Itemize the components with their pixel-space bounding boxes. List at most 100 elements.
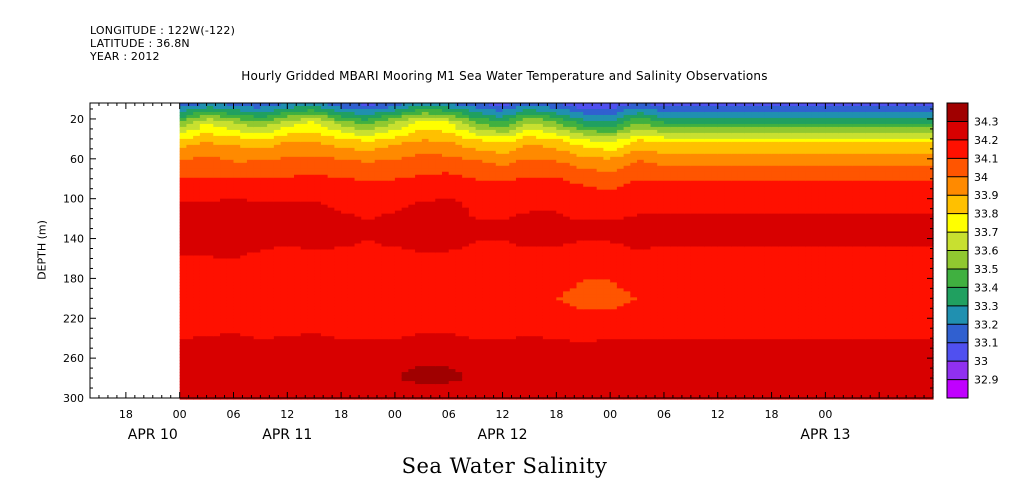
salinity-cell <box>415 114 423 119</box>
salinity-cell <box>246 276 255 280</box>
salinity-cell <box>475 234 483 239</box>
salinity-cell <box>515 150 524 155</box>
salinity-cell <box>280 207 288 212</box>
salinity-cell <box>246 297 255 301</box>
salinity-cell <box>220 240 228 245</box>
salinity-cell <box>509 219 517 224</box>
salinity-cell <box>489 129 497 134</box>
salinity-cell <box>394 183 403 188</box>
salinity-cell <box>415 204 423 209</box>
salinity-cell <box>415 195 423 200</box>
salinity-cell <box>273 120 282 125</box>
salinity-cell <box>401 321 409 325</box>
salinity-cell <box>489 210 497 215</box>
salinity-cell <box>408 315 416 319</box>
salinity-cell <box>226 234 235 239</box>
salinity-cell <box>280 201 288 206</box>
salinity-cell <box>220 381 228 385</box>
salinity-cell <box>435 213 443 218</box>
salinity-cell <box>448 354 457 358</box>
salinity-cell <box>401 168 409 173</box>
salinity-cell <box>502 393 510 397</box>
salinity-cell <box>502 186 510 191</box>
salinity-cell <box>273 288 282 292</box>
salinity-cell <box>294 294 302 298</box>
salinity-cell <box>368 159 376 164</box>
salinity-cell <box>253 291 261 295</box>
salinity-cell <box>408 103 416 107</box>
salinity-cell <box>327 123 335 128</box>
salinity-cell <box>421 213 430 218</box>
salinity-cell <box>455 177 463 182</box>
salinity-cell <box>435 237 443 242</box>
salinity-cell <box>220 387 228 391</box>
salinity-cell <box>294 291 302 295</box>
salinity-cell <box>442 231 450 236</box>
salinity-cell <box>408 213 416 218</box>
salinity-cell <box>462 103 470 107</box>
salinity-cell <box>300 123 309 128</box>
salinity-cell <box>260 267 268 272</box>
salinity-cell <box>368 138 376 143</box>
salinity-cell <box>502 366 510 370</box>
salinity-cell <box>509 351 517 355</box>
salinity-cell <box>495 189 504 194</box>
salinity-cell <box>475 201 483 206</box>
salinity-cell <box>307 330 315 334</box>
salinity-cell <box>341 132 349 137</box>
salinity-cell <box>354 261 362 266</box>
salinity-cell <box>327 243 335 248</box>
salinity-cell <box>220 351 228 355</box>
salinity-cell <box>374 234 383 239</box>
salinity-cell <box>468 312 477 316</box>
salinity-cell <box>280 204 288 209</box>
salinity-cell <box>421 264 430 269</box>
salinity-cell <box>273 309 282 313</box>
salinity-cell <box>213 147 221 152</box>
salinity-cell <box>448 240 457 245</box>
salinity-cell <box>193 369 201 373</box>
salinity-cell <box>179 261 188 266</box>
salinity-cell <box>408 198 416 203</box>
salinity-cell <box>509 204 517 209</box>
salinity-cell <box>401 330 409 334</box>
salinity-cell <box>199 129 208 134</box>
salinity-cell <box>307 195 315 200</box>
salinity-cell <box>455 246 463 251</box>
salinity-cell <box>401 240 409 245</box>
salinity-cell <box>347 306 356 310</box>
salinity-cell <box>213 360 221 364</box>
salinity-cell <box>401 192 409 197</box>
salinity-cell <box>246 294 255 298</box>
salinity-cell <box>495 285 504 289</box>
salinity-cell <box>421 384 430 388</box>
salinity-cell <box>199 309 208 313</box>
salinity-cell <box>300 330 309 334</box>
salinity-cell <box>327 165 335 170</box>
salinity-cell <box>199 345 208 349</box>
salinity-cell <box>388 321 396 325</box>
salinity-cell <box>273 258 282 263</box>
salinity-cell <box>287 222 295 227</box>
salinity-cell <box>307 150 315 155</box>
salinity-cell <box>361 108 369 113</box>
salinity-cell <box>213 213 221 218</box>
salinity-cell <box>495 177 504 182</box>
salinity-cell <box>341 147 349 152</box>
salinity-cell <box>199 270 208 275</box>
salinity-cell <box>408 171 416 176</box>
salinity-cell <box>307 291 315 295</box>
salinity-cell <box>334 369 342 373</box>
salinity-cell <box>361 228 369 233</box>
salinity-cell <box>226 120 235 125</box>
salinity-cell <box>314 138 322 143</box>
salinity-cell <box>354 333 362 337</box>
salinity-cell <box>509 231 517 236</box>
salinity-cell <box>489 339 497 343</box>
salinity-cell <box>489 252 497 257</box>
salinity-cell <box>468 369 477 373</box>
salinity-cell <box>347 177 356 182</box>
salinity-cell <box>428 228 436 233</box>
salinity-cell <box>260 129 268 134</box>
salinity-cell <box>267 189 275 194</box>
